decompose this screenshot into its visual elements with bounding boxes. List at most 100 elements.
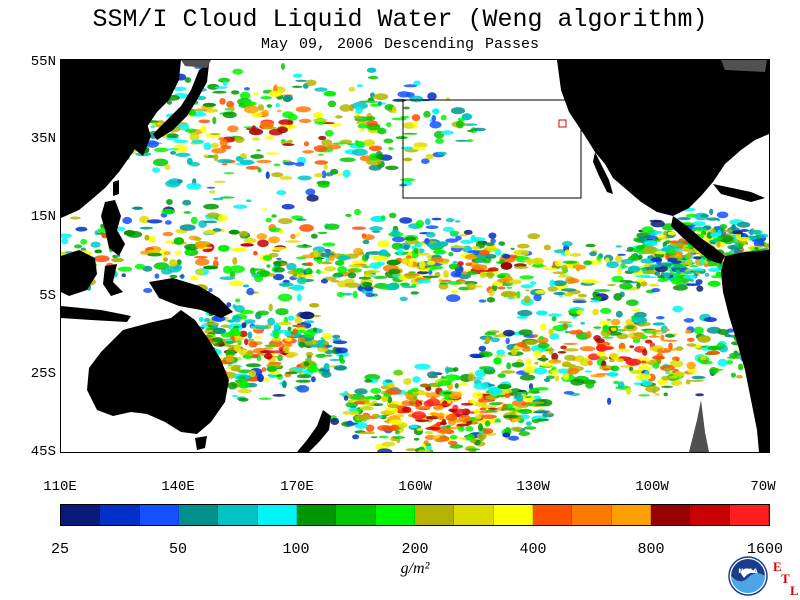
cloud-pixel — [428, 269, 433, 275]
cloud-pixel — [649, 346, 658, 351]
cloud-pixel — [322, 332, 332, 340]
cloud-pixel — [445, 366, 450, 375]
cloud-pixel — [303, 361, 310, 367]
cloud-pixel — [305, 267, 313, 275]
cloud-pixel — [644, 240, 658, 247]
cloud-pixel — [337, 266, 348, 274]
cloud-pixel — [218, 77, 231, 83]
cloud-pixel — [314, 160, 328, 165]
cloud-pixel — [450, 270, 462, 278]
cloud-pixel — [525, 358, 532, 366]
cloud-pixel — [594, 289, 611, 292]
legend-swatch — [611, 505, 651, 525]
legend-swatch — [61, 505, 101, 525]
cloud-pixel — [459, 233, 468, 237]
cloud-pixel — [208, 288, 213, 292]
cloud-pixel — [213, 180, 226, 183]
cloud-pixel — [651, 288, 661, 293]
cloud-pixel — [237, 388, 253, 394]
cloud-pixel — [142, 265, 153, 272]
cloud-pixel — [404, 236, 417, 241]
cloud-pixel — [736, 221, 751, 228]
cloud-pixel — [736, 374, 743, 379]
cloud-pixel — [706, 217, 720, 221]
cloud-pixel — [465, 426, 474, 432]
cloud-pixel — [295, 218, 307, 221]
cloud-pixel — [449, 434, 458, 440]
cloud-pixel — [716, 211, 729, 219]
cloud-pixel — [580, 321, 585, 325]
cloud-pixel — [247, 350, 254, 357]
cloud-pixel — [366, 67, 377, 73]
cloud-pixel — [317, 153, 324, 156]
cloud-pixel — [488, 232, 497, 239]
cloud-pixel — [691, 268, 705, 272]
cloud-pixel — [213, 153, 219, 162]
cloud-pixel — [273, 84, 278, 93]
cloud-pixel — [440, 114, 447, 121]
cloud-pixel — [365, 292, 375, 298]
cloud-pixel — [422, 275, 439, 279]
cloud-pixel — [474, 414, 482, 420]
cloud-pixel — [655, 316, 665, 320]
cloud-pixel — [672, 356, 680, 361]
cloud-pixel — [516, 315, 529, 319]
cloud-pixel — [402, 132, 418, 135]
cloud-pixel — [61, 237, 69, 245]
cloud-pixel — [602, 368, 610, 371]
cloud-pixel — [377, 101, 382, 106]
cloud-pixel — [600, 307, 612, 314]
land-korea — [131, 118, 151, 156]
cloud-pixel — [222, 80, 228, 87]
cloud-pixel — [692, 226, 706, 230]
cloud-pixel — [497, 278, 508, 283]
cloud-pixel — [563, 292, 574, 297]
land-cuba — [713, 184, 765, 202]
cloud-pixel — [587, 360, 593, 366]
cloud-pixel — [673, 267, 683, 270]
cloud-pixel — [377, 448, 393, 452]
cloud-pixel — [239, 230, 249, 237]
cloud-pixel — [632, 308, 641, 312]
cloud-pixel — [317, 231, 328, 235]
cloud-pixel — [684, 329, 692, 334]
cloud-pixel — [460, 239, 474, 244]
cloud-pixel — [478, 423, 483, 432]
cloud-pixel — [323, 341, 329, 345]
cloud-pixel — [717, 235, 733, 243]
cloud-pixel — [403, 122, 416, 129]
cloud-pixel — [431, 217, 442, 221]
land-japan — [153, 64, 209, 140]
cloud-pixel — [354, 401, 365, 405]
cloud-pixel — [631, 336, 643, 340]
cloud-pixel — [387, 395, 393, 404]
cloud-pixel — [186, 157, 193, 165]
cloud-pixel — [454, 220, 461, 223]
cloud-pixel — [628, 265, 641, 273]
cloud-pixel — [241, 322, 247, 329]
cloud-pixel — [589, 300, 602, 303]
cloud-pixel — [329, 358, 343, 362]
cloud-pixel — [538, 399, 553, 407]
cloud-pixel — [184, 128, 197, 133]
cloud-pixel — [198, 119, 211, 124]
cloud-pixel — [265, 136, 275, 140]
cloud-pixel — [299, 311, 315, 320]
cloud-pixel — [232, 316, 243, 320]
cloud-pixel — [484, 420, 491, 427]
legend-tick-400: 400 — [519, 541, 547, 558]
cloud-pixel — [353, 115, 363, 119]
cloud-pixel — [150, 125, 155, 129]
cloud-pixel — [318, 135, 327, 141]
cloud-pixel — [228, 280, 244, 287]
cloud-pixel — [298, 118, 312, 123]
cloud-pixel — [467, 270, 479, 275]
cloud-pixel — [548, 328, 554, 336]
cloud-pixel — [537, 342, 550, 349]
cloud-pixel — [297, 365, 302, 368]
cloud-pixel — [303, 320, 315, 324]
cloud-pixel — [273, 322, 280, 331]
cloud-pixel — [385, 388, 402, 395]
cloud-pixel — [222, 111, 237, 119]
cloud-pixel — [487, 267, 499, 272]
